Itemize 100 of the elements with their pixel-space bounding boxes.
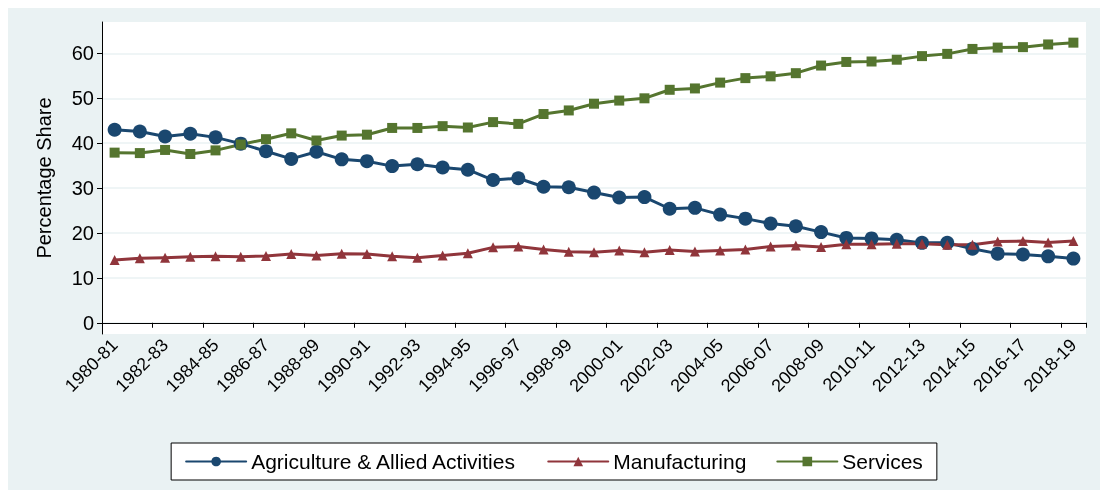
point [185,251,196,262]
point [511,171,526,186]
point [538,244,549,255]
point [992,42,1003,53]
point [336,130,347,141]
point [160,252,171,263]
point [740,73,751,84]
point [561,180,576,195]
point [713,207,728,222]
point [738,211,753,226]
point [990,246,1005,261]
point [790,240,801,251]
point [637,190,652,205]
point [462,122,473,133]
point [437,121,448,132]
legend-label: Services [842,450,923,473]
point [385,159,400,174]
point [109,254,120,265]
point [639,93,650,104]
point [536,179,551,194]
point [412,252,423,263]
point [361,249,372,260]
point [687,200,702,215]
point [359,154,374,169]
point [311,250,322,261]
point [538,109,549,120]
point [334,152,349,167]
point [286,128,297,139]
point [689,83,700,94]
point [1043,237,1054,248]
point [715,245,726,256]
point [563,246,574,257]
point [437,250,448,261]
point [942,48,953,59]
y-tick-label: 0 [82,311,94,334]
point [664,84,675,95]
point [1068,37,1079,48]
point [587,185,601,200]
point [765,241,776,252]
point [639,247,650,258]
point [992,236,1003,247]
legend-label: Agriculture & Allied Activities [251,450,515,473]
point [891,54,902,65]
y-tick-label: 20 [71,221,94,244]
point [210,145,221,156]
point [361,129,372,140]
point [311,135,322,146]
point [387,122,398,133]
point [664,245,675,256]
point [109,147,120,158]
point [1066,251,1081,266]
y-tick-label: 30 [71,177,94,200]
point [589,98,599,109]
point [309,144,324,159]
y-tick-label: 50 [71,87,94,110]
point [435,160,450,175]
point [662,201,677,216]
legend-label: Manufacturing [613,450,747,473]
point [614,95,625,106]
point [134,253,145,264]
point [185,148,196,159]
point [917,51,927,62]
point [488,242,499,253]
point [235,251,246,262]
point [284,151,299,166]
point [614,245,625,256]
point [1017,236,1028,247]
point [763,216,778,231]
point [486,173,501,188]
point [387,251,398,262]
point [765,71,776,82]
y-tick-label: 60 [71,42,94,65]
point [261,134,271,145]
point [839,230,854,245]
point [816,241,827,252]
point [589,247,599,258]
point [259,144,273,159]
point [160,144,171,155]
point [1015,247,1030,262]
point [715,77,726,88]
point [261,250,271,261]
point [967,239,978,250]
point [816,60,827,71]
point [488,117,499,128]
point [866,56,877,67]
point [841,239,852,250]
point [891,238,902,249]
point [841,56,852,67]
point [210,251,221,262]
point [410,157,425,172]
point [134,148,145,159]
point [1041,249,1056,264]
point [740,244,751,255]
point [790,68,801,79]
point [788,219,803,234]
point [967,43,978,54]
point [208,130,223,145]
point [132,124,147,139]
point [158,129,173,144]
y-axis-title: Percentage Share [33,97,55,259]
